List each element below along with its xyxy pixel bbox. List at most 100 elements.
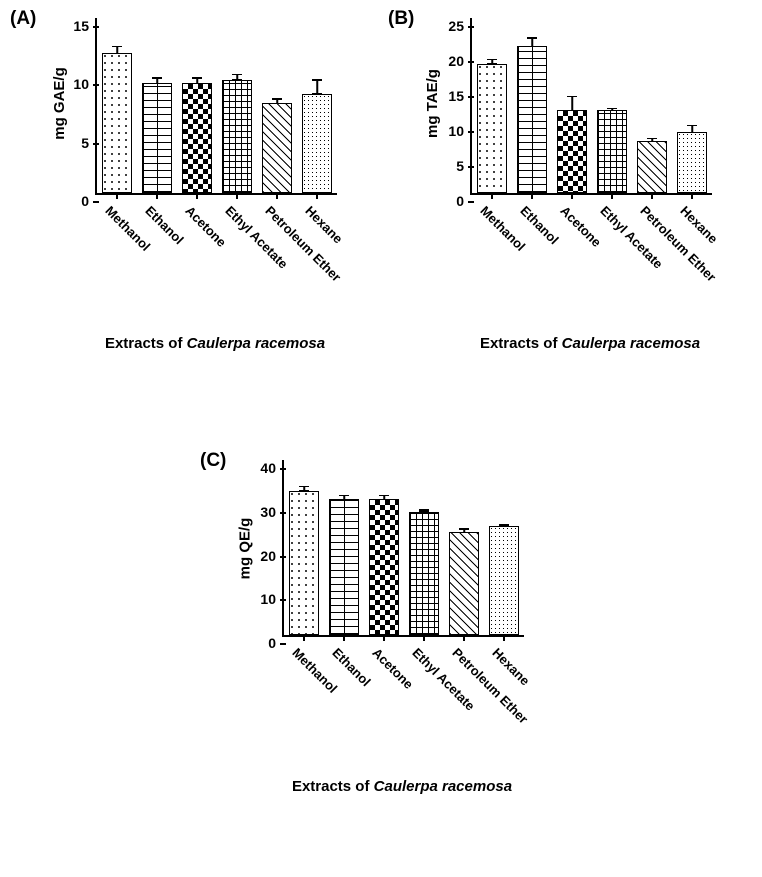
ytick: 0 <box>456 193 472 209</box>
xtick-mark <box>116 193 118 199</box>
chart-c-xlabel: Extracts of Caulerpa racemosa <box>272 778 532 795</box>
chart-b-xlabel: Extracts of Caulerpa racemosa <box>460 335 720 352</box>
ytick: 5 <box>456 158 472 174</box>
bar <box>302 94 332 193</box>
error-cap <box>272 98 282 100</box>
xtick-mark <box>491 193 493 199</box>
xlabel-italic: Caulerpa racemosa <box>562 335 700 352</box>
figure-container: (A) 051015MethanolEthanolAcetoneEthyl Ac… <box>0 0 762 877</box>
xtick-label: Acetone <box>182 203 229 250</box>
error-cap <box>272 103 282 105</box>
ytick: 10 <box>260 591 284 607</box>
chart-a-ylabel: mg GAE/g <box>51 67 68 140</box>
error-cap <box>299 490 309 492</box>
error-cap <box>192 83 202 85</box>
ytick: 25 <box>448 18 472 34</box>
error-cap <box>419 511 429 513</box>
panel-c-label: (C) <box>200 450 226 472</box>
xtick-mark <box>383 635 385 641</box>
ytick: 20 <box>260 548 284 564</box>
error-cap <box>459 528 469 530</box>
bar <box>517 46 547 193</box>
xtick-label: Acetone <box>557 203 604 250</box>
xtick-mark <box>316 193 318 199</box>
xtick-mark <box>343 635 345 641</box>
xtick-mark <box>423 635 425 641</box>
error-cap <box>687 125 697 127</box>
error-cap <box>379 499 389 501</box>
chart-c: 010203040MethanolEthanolAcetoneEthyl Ace… <box>282 460 524 637</box>
xtick-mark <box>156 193 158 199</box>
bar <box>409 512 439 635</box>
bar <box>262 103 292 193</box>
xlabel-prefix: Extracts of <box>480 335 562 352</box>
ytick: 15 <box>448 88 472 104</box>
panel-b-label: (B) <box>388 8 414 30</box>
bar <box>102 53 132 193</box>
xtick-mark <box>463 635 465 641</box>
xlabel-prefix: Extracts of <box>105 335 187 352</box>
bar <box>489 526 519 635</box>
ytick: 40 <box>260 460 284 476</box>
ytick: 15 <box>73 18 97 34</box>
error-cap <box>112 46 122 48</box>
bar <box>182 83 212 193</box>
chart-b: 0510152025MethanolEthanolAcetoneEthyl Ac… <box>470 18 712 195</box>
bar <box>289 491 319 635</box>
bar <box>597 110 627 193</box>
error-cap <box>312 79 322 81</box>
error-cap <box>312 93 322 95</box>
error-cap <box>152 77 162 79</box>
error-bar <box>571 96 573 110</box>
chart-b-ylabel: mg TAE/g <box>424 69 441 138</box>
error-cap <box>232 74 242 76</box>
panel-a-label: (A) <box>10 8 36 30</box>
error-cap <box>299 486 309 488</box>
ytick: 10 <box>448 123 472 139</box>
ytick: 0 <box>268 635 284 651</box>
bar <box>677 132 707 193</box>
bar <box>477 64 507 194</box>
xtick-mark <box>503 635 505 641</box>
error-cap <box>339 495 349 497</box>
chart-c-ylabel: mg QE/g <box>236 518 253 580</box>
error-cap <box>192 77 202 79</box>
xtick-mark <box>303 635 305 641</box>
xtick-mark <box>236 193 238 199</box>
error-cap <box>459 532 469 534</box>
ytick: 5 <box>81 135 97 151</box>
xtick-mark <box>276 193 278 199</box>
bar <box>142 83 172 193</box>
bar <box>329 499 359 635</box>
error-cap <box>647 141 657 143</box>
chart-a-xlabel: Extracts of Caulerpa racemosa <box>85 335 345 352</box>
error-cap <box>232 79 242 81</box>
error-cap <box>499 525 509 527</box>
error-bar <box>316 80 318 94</box>
bar <box>449 532 479 635</box>
xtick-mark <box>196 193 198 199</box>
error-cap <box>527 37 537 39</box>
ytick: 30 <box>260 504 284 520</box>
error-cap <box>687 132 697 134</box>
xtick-mark <box>531 193 533 199</box>
error-cap <box>527 46 537 48</box>
error-cap <box>567 110 577 112</box>
chart-a: 051015MethanolEthanolAcetoneEthyl Acetat… <box>95 18 337 195</box>
ytick: 20 <box>448 53 472 69</box>
bar <box>369 499 399 635</box>
error-cap <box>647 138 657 140</box>
error-cap <box>487 59 497 61</box>
ytick: 10 <box>73 76 97 92</box>
xtick-mark <box>691 193 693 199</box>
bar <box>637 141 667 193</box>
error-cap <box>379 495 389 497</box>
bar <box>557 110 587 193</box>
xtick-mark <box>651 193 653 199</box>
error-cap <box>339 499 349 501</box>
xlabel-prefix: Extracts of <box>292 778 374 795</box>
xtick-mark <box>571 193 573 199</box>
bar <box>222 80 252 193</box>
xtick-label: Acetone <box>369 645 416 692</box>
error-cap <box>607 110 617 112</box>
